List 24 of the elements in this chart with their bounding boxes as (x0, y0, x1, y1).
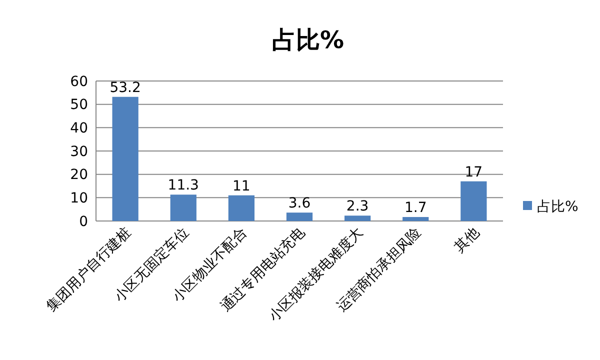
bar (344, 216, 371, 221)
y-tick-label: 20 (70, 167, 88, 184)
y-tick-label: 40 (70, 120, 88, 137)
bar (286, 212, 313, 221)
y-tick-label: 50 (70, 97, 88, 114)
y-tick-label: 0 (79, 214, 88, 230)
bar (112, 96, 138, 221)
y-tick-label: 10 (70, 190, 88, 207)
bar (402, 217, 429, 221)
data-label: 1.7 (404, 200, 427, 216)
data-label: 17 (464, 164, 483, 180)
x-tick-label: 其他 (451, 224, 483, 256)
legend-label: 占比% (537, 198, 578, 215)
data-label: 53.2 (110, 80, 141, 96)
chart-title: 占比% (272, 26, 344, 54)
y-tick-label: 30 (70, 144, 88, 160)
data-label: 3.6 (288, 196, 311, 212)
bar (228, 195, 255, 221)
bar (170, 194, 196, 221)
data-label: 11 (232, 178, 250, 194)
bar (460, 181, 487, 221)
data-label: 2.3 (346, 198, 369, 215)
y-tick-label: 60 (70, 74, 88, 90)
data-label: 11.3 (168, 178, 199, 194)
